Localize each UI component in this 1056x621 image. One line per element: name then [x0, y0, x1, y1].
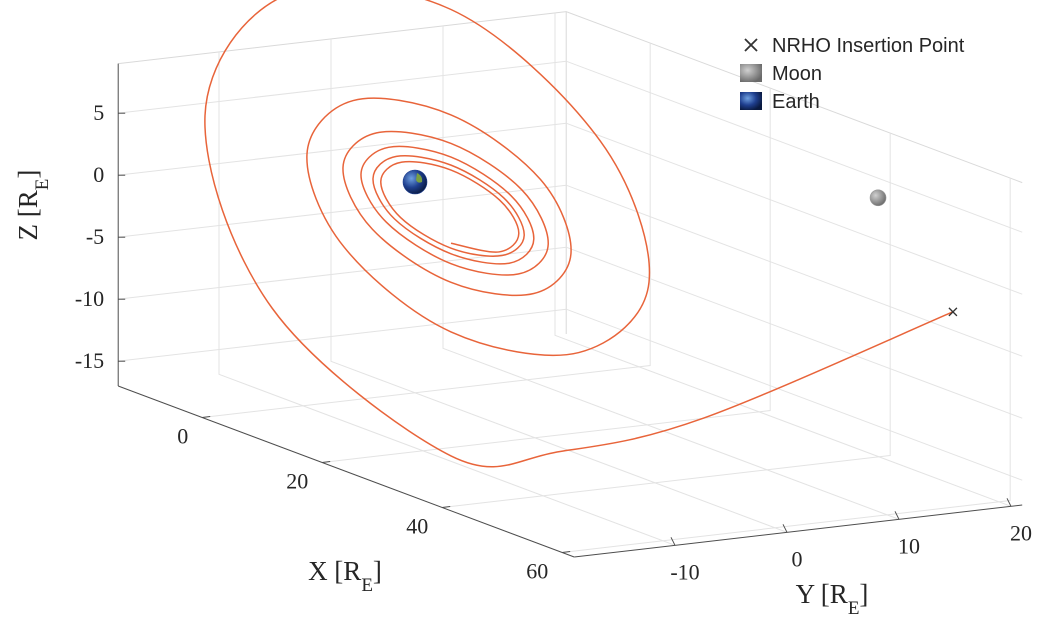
z-tick-label: -5 [86, 224, 104, 249]
x-tick-label: 60 [526, 559, 548, 584]
ylabel-label: Y [RE] [796, 579, 869, 619]
grid-line [202, 43, 651, 418]
grid-line [554, 12, 1012, 507]
grid-line [442, 25, 900, 520]
x-tick-label: 20 [286, 469, 308, 494]
grid-line [118, 122, 1023, 295]
zlabel-label: Z [RE] [13, 170, 53, 241]
label-text: ] [859, 579, 868, 609]
grid-line [330, 38, 788, 533]
label-sub: E [32, 179, 53, 191]
label-text: ] [373, 556, 382, 586]
tick-mark [1006, 498, 1012, 507]
legend-label: NRHO Insertion Point [772, 35, 965, 57]
z-tick-label: -15 [75, 348, 104, 373]
z-tick-label: 0 [93, 162, 104, 187]
z-tick-label: -10 [75, 286, 104, 311]
axis-line [574, 504, 1023, 558]
grid-line [118, 60, 1023, 233]
trajectory [204, 0, 954, 468]
y-tick-label: 0 [792, 546, 803, 571]
grid-line [118, 308, 1023, 481]
grid-line [442, 133, 891, 508]
tick-mark [322, 461, 331, 463]
tick-mark [442, 506, 451, 508]
label-text: ] [13, 170, 43, 179]
grid-line [118, 184, 1023, 357]
label-text: X [R [308, 556, 361, 586]
tick-mark [202, 416, 211, 418]
tick-mark [562, 551, 571, 553]
legend-icon [744, 38, 758, 52]
x-tick-label: 40 [406, 514, 428, 539]
legend-icon [740, 64, 762, 82]
xlabel-label: X [RE] [308, 556, 382, 596]
legend-icon [740, 92, 762, 110]
plot-area [204, 0, 958, 468]
label-sub: E [848, 598, 860, 619]
label-sub: E [361, 575, 373, 596]
grid-line [322, 88, 771, 463]
legend: NRHO Insertion Point Moon Earth [740, 35, 965, 113]
tick-mark [782, 524, 788, 533]
y-tick-label: 10 [898, 533, 920, 558]
label-text: Y [R [796, 579, 848, 609]
moon [869, 189, 887, 207]
earth-land [416, 173, 423, 183]
y-tick-label: 20 [1010, 520, 1032, 545]
axis-line [118, 385, 575, 558]
legend-label: Earth [772, 91, 820, 113]
y-tick-label: -10 [670, 559, 699, 584]
legend-label: Moon [772, 63, 822, 85]
tick-mark [894, 511, 900, 520]
insertion-marker [948, 307, 958, 317]
grid-line [118, 246, 1023, 419]
grid-line [562, 178, 1011, 553]
grid-line [218, 51, 676, 546]
tick-mark [670, 537, 676, 546]
earth [402, 169, 428, 195]
label-text: Z [R [13, 190, 43, 240]
z-tick-label: 5 [93, 100, 104, 125]
x-tick-label: 0 [177, 424, 188, 449]
